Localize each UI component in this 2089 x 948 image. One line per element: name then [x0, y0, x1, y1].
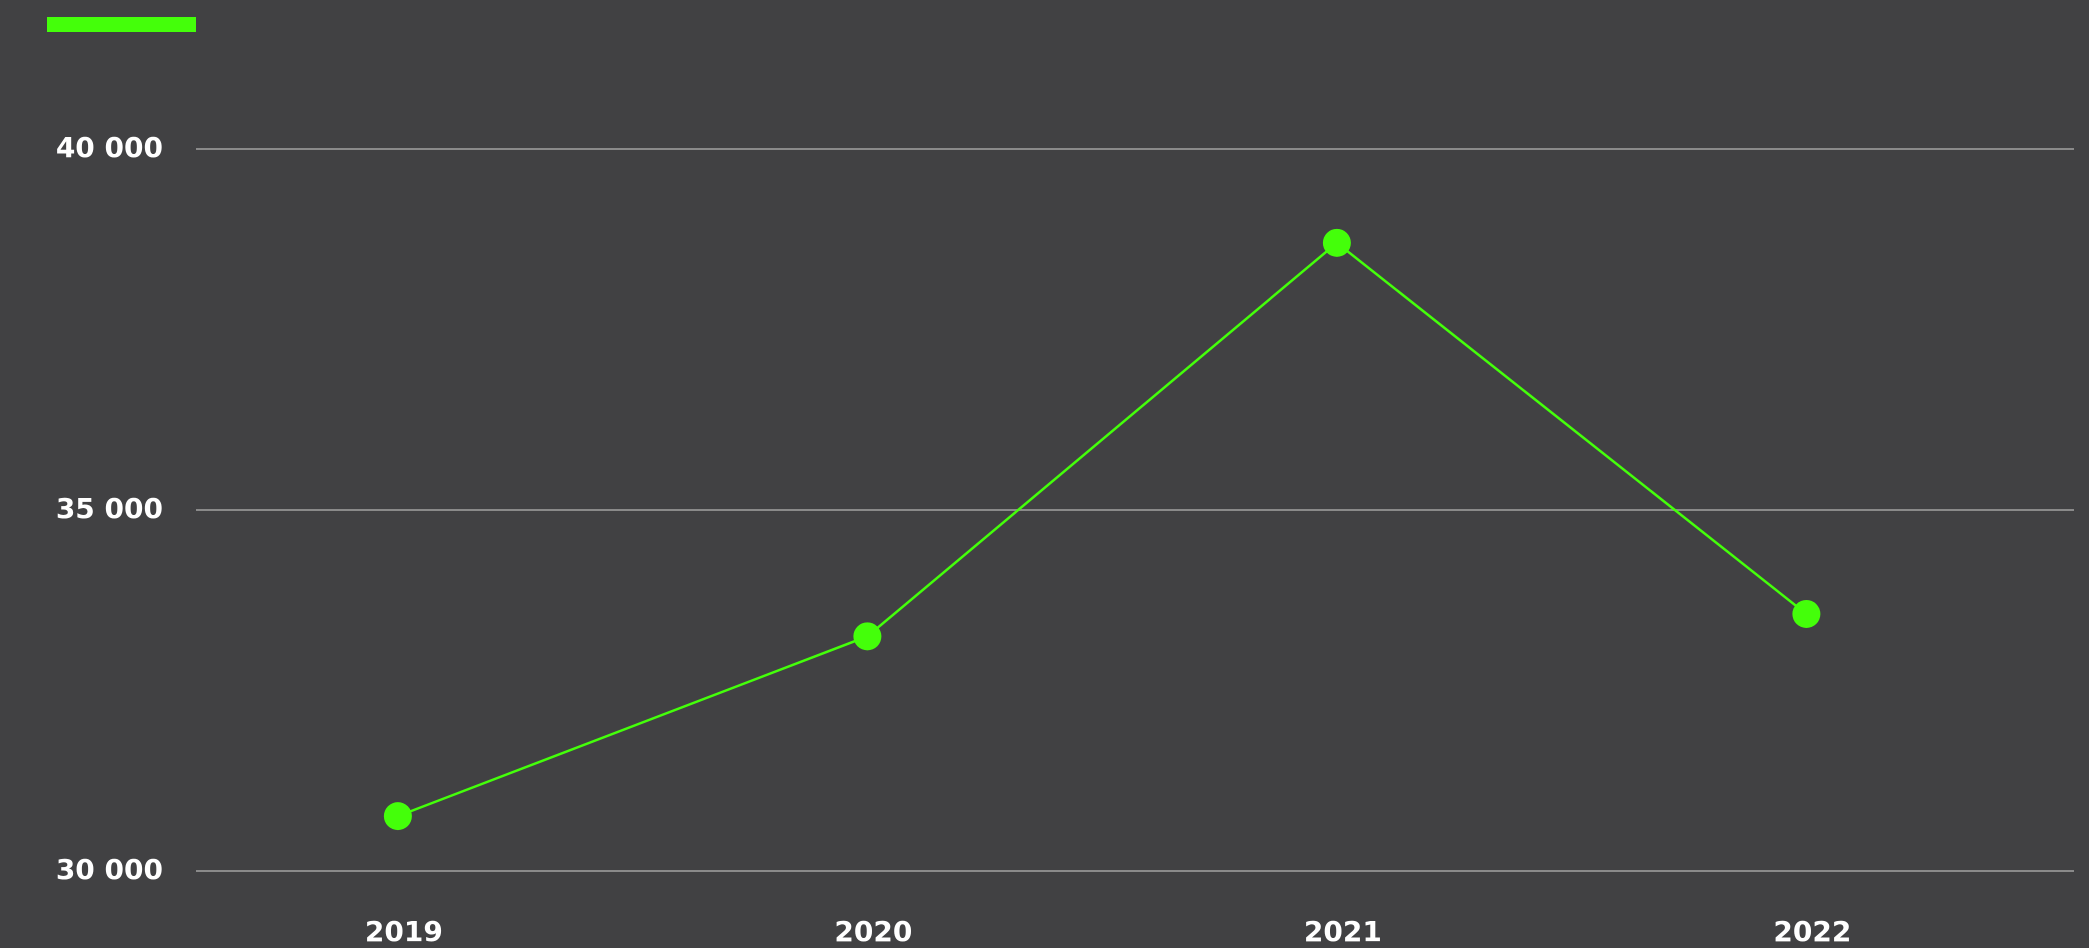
- point: [1792, 599, 1821, 628]
- x-tick-label: 2022: [1773, 915, 1851, 948]
- y-tick-label: 30 000: [56, 853, 163, 886]
- x-tick-label: 2021: [1304, 915, 1382, 948]
- x-tick-label: 2019: [365, 915, 443, 948]
- line: [397, 241, 1808, 818]
- legend-swatch: [47, 17, 196, 32]
- x-tick-label: 2020: [834, 915, 912, 948]
- point: [1322, 228, 1351, 257]
- y-tick-label: 35 000: [56, 492, 163, 525]
- y-tick-label: 40 000: [56, 131, 163, 164]
- point: [383, 802, 412, 831]
- point: [853, 622, 882, 651]
